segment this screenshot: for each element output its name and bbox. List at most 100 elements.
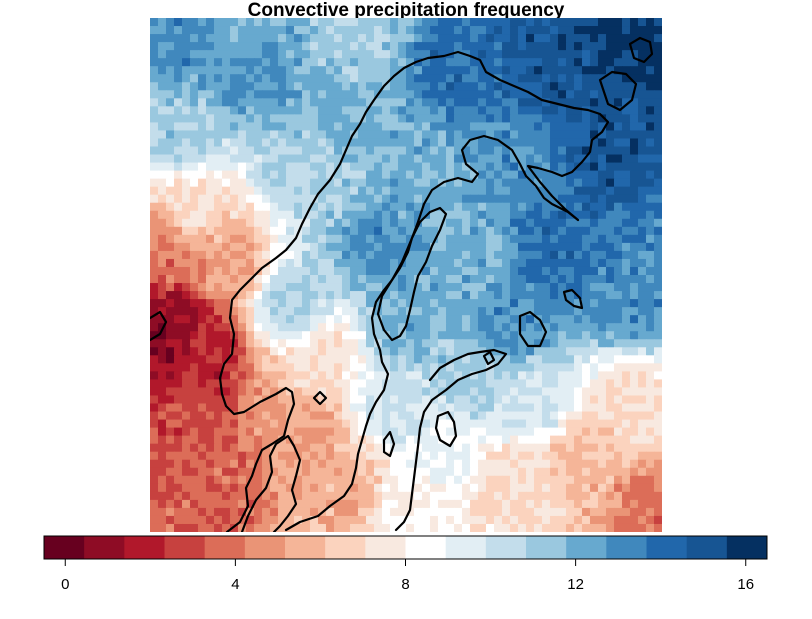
heatmap-cell — [190, 162, 199, 172]
heatmap-cell — [510, 18, 519, 27]
heatmap-cell — [502, 210, 511, 220]
heatmap-cell — [542, 355, 551, 364]
heatmap-cell — [510, 58, 519, 67]
heatmap-cell — [382, 106, 391, 115]
heatmap-cell — [366, 178, 375, 188]
heatmap-cell — [302, 266, 311, 276]
heatmap-cell — [510, 411, 519, 421]
heatmap-cell — [350, 283, 359, 292]
heatmap-cell — [222, 275, 231, 284]
heatmap-cell — [310, 82, 319, 91]
heatmap-cell — [286, 58, 295, 67]
heatmap-cell — [206, 194, 215, 204]
coastline-island-gotland — [434, 410, 458, 448]
heatmap-cell — [646, 299, 655, 308]
heatmap-cell — [518, 234, 527, 244]
heatmap-cell — [510, 475, 519, 485]
heatmap-cell — [526, 98, 535, 107]
heatmap-cell — [198, 283, 207, 292]
heatmap-cell — [614, 403, 623, 413]
heatmap-cell — [174, 523, 183, 532]
heatmap-cell — [566, 218, 575, 228]
heatmap-cell — [238, 499, 247, 509]
heatmap-cell — [582, 82, 591, 91]
heatmap-cell — [414, 299, 423, 308]
heatmap-cell — [550, 122, 559, 132]
heatmap-cell — [614, 443, 623, 453]
heatmap-cell — [630, 122, 639, 132]
heatmap-cell — [502, 435, 511, 445]
heatmap-cell — [206, 106, 215, 115]
heatmap-cell — [366, 250, 375, 260]
heatmap-cell — [558, 315, 567, 324]
heatmap-cell — [206, 114, 215, 124]
heatmap-cell — [358, 58, 367, 67]
heatmap-cell — [342, 483, 351, 493]
heatmap-cell — [254, 315, 263, 324]
heatmap-cell — [630, 491, 639, 501]
heatmap-cell — [494, 82, 503, 91]
heatmap-cell — [358, 499, 367, 509]
heatmap-cell — [198, 90, 207, 99]
heatmap-cell — [150, 355, 159, 364]
heatmap-cell — [414, 34, 423, 43]
heatmap-cell — [638, 379, 647, 389]
heatmap-cell — [334, 146, 343, 156]
heatmap-cell — [614, 435, 623, 445]
heatmap-cell — [462, 515, 471, 525]
heatmap-cell — [222, 395, 231, 405]
heatmap-cell — [478, 18, 487, 27]
heatmap-cell — [622, 106, 631, 115]
heatmap-cell — [254, 186, 263, 196]
heatmap-cell — [246, 363, 255, 372]
heatmap-cell — [350, 299, 359, 308]
heatmap-cell — [526, 106, 535, 115]
heatmap-cell — [598, 411, 607, 421]
heatmap-cell — [254, 258, 263, 268]
heatmap-cell — [526, 154, 535, 164]
heatmap-cell — [246, 427, 255, 437]
heatmap-cell — [238, 291, 247, 300]
heatmap-cell — [638, 162, 647, 172]
heatmap-cell — [230, 138, 239, 148]
heatmap-cell — [614, 98, 623, 107]
heatmap-cell — [574, 250, 583, 260]
heatmap-cell — [286, 242, 295, 252]
heatmap-cell — [262, 146, 271, 156]
heatmap-cell — [198, 194, 207, 204]
heatmap-cell — [542, 242, 551, 252]
heatmap-cell — [398, 291, 407, 300]
heatmap-cell — [182, 154, 191, 164]
heatmap-cell — [646, 258, 655, 268]
heatmap-cell — [590, 154, 599, 164]
heatmap-cell — [238, 130, 247, 140]
heatmap-cell — [366, 379, 375, 389]
heatmap-cell — [262, 499, 271, 509]
heatmap-cell — [174, 371, 183, 381]
heatmap-cell — [638, 323, 647, 332]
heatmap-cell — [470, 34, 479, 43]
heatmap-cell — [262, 491, 271, 501]
heatmap-cell — [174, 90, 183, 99]
heatmap-cell — [638, 90, 647, 99]
heatmap-cell — [654, 499, 662, 509]
heatmap-cell — [534, 194, 543, 204]
heatmap-cell — [558, 210, 567, 220]
heatmap-cell — [174, 130, 183, 140]
heatmap-cell — [638, 275, 647, 284]
heatmap-cell — [406, 186, 415, 196]
heatmap-cell — [430, 363, 439, 372]
heatmap-cell — [174, 234, 183, 244]
heatmap-cell — [454, 443, 463, 453]
heatmap-cell — [438, 26, 447, 35]
heatmap-cell — [382, 170, 391, 180]
heatmap-cell — [430, 74, 439, 83]
heatmap-cell — [398, 355, 407, 364]
heatmap-cell — [630, 130, 639, 140]
heatmap-cell — [310, 379, 319, 389]
heatmap-cell — [582, 130, 591, 140]
heatmap-cell — [254, 507, 263, 517]
heatmap-cell — [190, 130, 199, 140]
heatmap-cell — [638, 18, 647, 27]
heatmap-cell — [422, 50, 431, 59]
